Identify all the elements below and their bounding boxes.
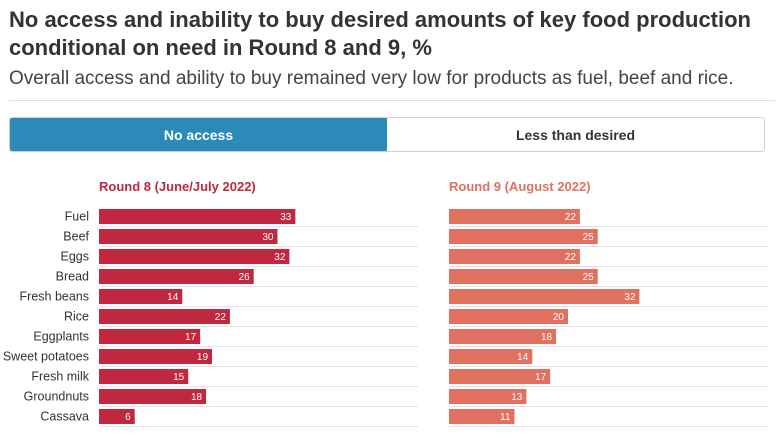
bar [99, 309, 230, 324]
bar [449, 329, 557, 344]
category-label: Sweet potatoes [3, 350, 89, 364]
tab-bar: No access Less than desired [9, 117, 765, 152]
value-label: 20 [553, 312, 565, 323]
bar [449, 209, 580, 224]
bar [99, 389, 207, 404]
value-label: 32 [274, 252, 286, 263]
value-label: 11 [500, 412, 511, 423]
category-label: Eggs [61, 250, 90, 264]
value-label: 25 [583, 272, 595, 283]
value-label: 17 [185, 332, 197, 343]
bar [449, 349, 533, 364]
value-label: 22 [215, 312, 227, 323]
bar [99, 349, 213, 364]
category-label: Eggplants [33, 330, 89, 344]
panel-title: Round 8 (June/July 2022) [99, 179, 256, 194]
chart-title: No access and inability to buy desired a… [9, 7, 751, 60]
value-label: 18 [541, 332, 553, 343]
bar [449, 289, 640, 304]
bar [449, 369, 551, 384]
bar [99, 249, 290, 264]
bar [449, 409, 515, 424]
bar [449, 269, 598, 284]
bar [99, 369, 189, 384]
bar [99, 229, 278, 244]
value-label: 17 [535, 372, 547, 383]
value-label: 26 [239, 272, 251, 283]
tab-less-than-desired[interactable]: Less than desired [387, 118, 764, 151]
category-label: Bread [56, 270, 89, 284]
value-label: 6 [125, 412, 131, 423]
value-label: 30 [262, 232, 274, 243]
bar [449, 249, 580, 264]
category-label: Fresh beans [20, 290, 89, 304]
value-label: 15 [173, 372, 185, 383]
bar [99, 409, 135, 424]
chart-subtitle: Overall access and ability to buy remain… [9, 68, 734, 89]
bar [449, 229, 598, 244]
value-label: 14 [517, 352, 529, 363]
value-label: 14 [167, 292, 179, 303]
panel-title: Round 9 (August 2022) [449, 179, 591, 194]
category-label: Rice [64, 310, 89, 324]
bar [99, 329, 201, 344]
divider [9, 100, 775, 101]
bar [99, 209, 296, 224]
category-label: Fresh milk [31, 370, 89, 384]
bar [449, 389, 527, 404]
category-label: Cassava [40, 410, 89, 424]
value-label: 22 [565, 212, 577, 223]
bar [99, 289, 183, 304]
value-label: 19 [197, 352, 209, 363]
value-label: 33 [280, 212, 292, 223]
category-label: Beef [63, 230, 89, 244]
bar [99, 269, 254, 284]
value-label: 32 [624, 292, 636, 303]
bar [449, 309, 568, 324]
value-label: 22 [565, 252, 577, 263]
value-label: 13 [511, 392, 523, 403]
value-label: 18 [191, 392, 203, 403]
value-label: 25 [583, 232, 595, 243]
category-label: Fuel [65, 210, 89, 224]
tab-no-access[interactable]: No access [10, 118, 387, 151]
category-label: Groundnuts [24, 390, 89, 404]
